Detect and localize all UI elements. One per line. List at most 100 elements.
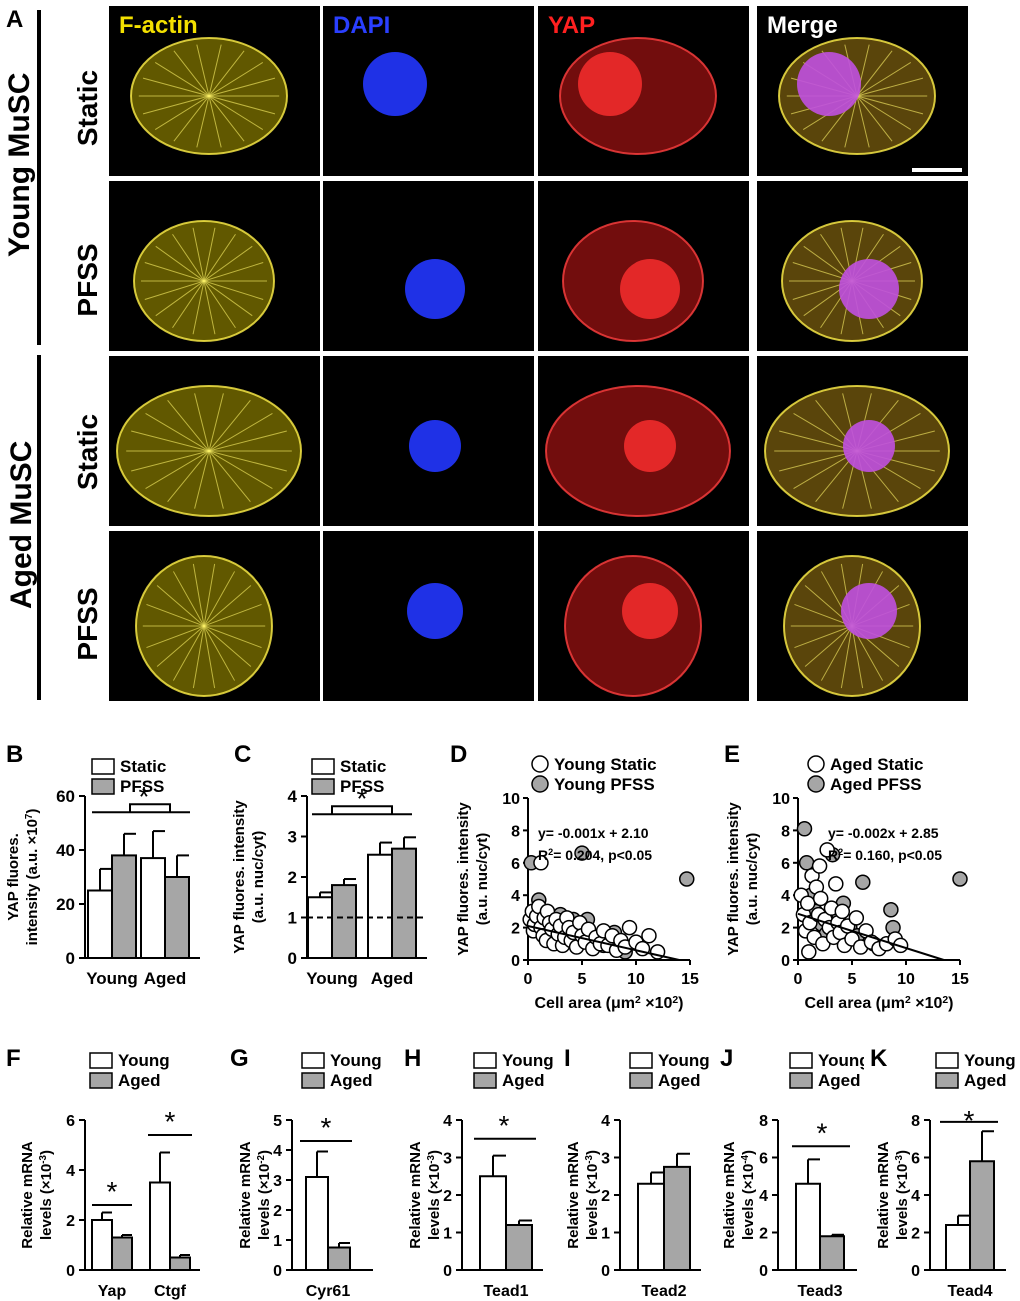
x-tick-label: 15 bbox=[681, 971, 699, 988]
x-axis-label-part: 2 bbox=[905, 995, 911, 1006]
legend-swatch bbox=[473, 1072, 497, 1089]
micrograph-canvas bbox=[562, 220, 704, 342]
cell-outline bbox=[559, 37, 717, 155]
scatter-point-aged-static bbox=[819, 842, 835, 858]
legend-label: Young bbox=[818, 1051, 864, 1070]
x-axis-label-part: μm bbox=[611, 995, 635, 1012]
micrograph-canvas bbox=[559, 37, 717, 155]
panel-letter-k: K bbox=[870, 1045, 888, 1072]
scatter-point-aged-static bbox=[811, 858, 828, 874]
y-axis-label: YAP fluores. intensity bbox=[725, 802, 742, 956]
x-tick-label: 15 bbox=[951, 971, 969, 988]
category-label: Young bbox=[306, 969, 358, 988]
panel-letter-h: H bbox=[404, 1045, 421, 1072]
legend-marker bbox=[807, 775, 825, 793]
y-axis-label-part: ) bbox=[584, 1150, 601, 1155]
y-tick-label: 10 bbox=[502, 791, 520, 808]
scatter-point-aged-static bbox=[828, 876, 844, 892]
legend-label: Aged bbox=[330, 1071, 373, 1090]
y-tick-label: 8 bbox=[759, 1113, 768, 1130]
panel-letter-i: I bbox=[564, 1045, 571, 1072]
y-tick-label: 0 bbox=[511, 953, 520, 970]
micrograph-canvas bbox=[778, 37, 962, 172]
legend-label: Aged bbox=[818, 1071, 861, 1090]
panel-letter-c: C bbox=[234, 741, 251, 768]
fit-equation: y= -0.002x + 2.85 bbox=[828, 825, 939, 841]
y-tick-label: 0 bbox=[273, 1263, 282, 1280]
x-tick-label: 0 bbox=[524, 971, 533, 988]
y-axis-label-part: levels (×10 bbox=[584, 1164, 601, 1240]
column-title-factin: F-actin bbox=[119, 12, 198, 39]
legend-swatch bbox=[789, 1072, 813, 1089]
cell-outline bbox=[783, 555, 921, 697]
scatter-point-young-pfss bbox=[679, 871, 695, 887]
y-tick-label: 0 bbox=[601, 1263, 610, 1280]
y-tick-label: 6 bbox=[759, 1151, 768, 1168]
y-axis-label: levels (×10-3) bbox=[38, 1150, 56, 1240]
y-axis-label: levels (×10-3) bbox=[426, 1150, 444, 1240]
fit-r-squared: R2= 0.160, p<0.05 bbox=[828, 847, 942, 863]
micrograph-canvas bbox=[116, 385, 302, 517]
legend-swatch bbox=[311, 778, 335, 795]
nucleus-shape bbox=[620, 259, 680, 319]
actin-fiber bbox=[142, 77, 276, 115]
category-label: Aged bbox=[371, 969, 414, 988]
micrograph-canvas bbox=[764, 385, 950, 517]
micrograph-canvas bbox=[405, 259, 465, 319]
legend-label: Aged Static bbox=[830, 755, 924, 774]
y-tick-label: 4 bbox=[511, 888, 520, 905]
scatter-point-aged-pfss bbox=[855, 874, 871, 890]
significance-star: * bbox=[107, 1176, 118, 1207]
panel-letter-j: J bbox=[720, 1045, 733, 1072]
significance-star: * bbox=[165, 1106, 176, 1137]
fit-r-squared-part: 2 bbox=[548, 847, 553, 857]
y-axis-label: Relative mRNA bbox=[19, 1141, 36, 1249]
significance-star: * bbox=[357, 783, 368, 814]
nucleus-shape bbox=[363, 52, 427, 116]
nucleus-shape bbox=[622, 583, 678, 639]
nucleus-shape bbox=[578, 52, 642, 116]
y-axis-label: YAP fluores. intensity bbox=[455, 802, 472, 956]
y-axis-label-part: levels (×10 bbox=[38, 1164, 55, 1240]
y-tick-label: 10 bbox=[772, 791, 790, 808]
cell-outline bbox=[562, 220, 704, 342]
y-tick-label: 4 bbox=[601, 1113, 610, 1130]
cell-outline bbox=[564, 555, 702, 697]
legend-label: Aged bbox=[502, 1071, 545, 1090]
fit-equation: y= -0.001x + 2.10 bbox=[538, 825, 649, 841]
cell-outline bbox=[135, 555, 273, 697]
legend-swatch bbox=[935, 1052, 959, 1069]
micrograph-young-pfss-dapi bbox=[323, 181, 534, 351]
nucleus-shape bbox=[843, 420, 895, 472]
nucleus-shape bbox=[797, 52, 861, 116]
bar-aged bbox=[819, 1235, 845, 1271]
y-tick-label: 2 bbox=[288, 868, 297, 887]
micrograph-young-pfss-factin bbox=[109, 181, 320, 351]
significance-star: * bbox=[817, 1117, 828, 1148]
y-axis-label-part: -2 bbox=[256, 1154, 267, 1163]
scatter-point-aged-static bbox=[834, 903, 851, 920]
micrograph-canvas bbox=[564, 555, 702, 697]
micrograph-aged-pfss-factin bbox=[109, 531, 320, 701]
significance-star: * bbox=[499, 1110, 510, 1141]
significance-star: * bbox=[321, 1112, 332, 1143]
y-axis-label: Relative mRNA bbox=[237, 1141, 254, 1249]
nucleus-shape bbox=[839, 259, 899, 319]
bar-static bbox=[87, 889, 113, 959]
column-title-yap: YAP bbox=[548, 12, 596, 39]
group-bar-young bbox=[37, 10, 41, 345]
significance-star: * bbox=[139, 781, 150, 812]
legend-label: Young PFSS bbox=[554, 775, 655, 794]
legend-swatch bbox=[301, 1072, 325, 1089]
y-tick-label: 20 bbox=[56, 895, 75, 914]
micrograph-aged-pfss-merge bbox=[757, 531, 968, 701]
legend-marker bbox=[531, 775, 549, 793]
legend-label: Young bbox=[658, 1051, 710, 1070]
y-tick-label: 2 bbox=[911, 1226, 920, 1243]
y-tick-label: 4 bbox=[288, 787, 298, 806]
fit-r-squared: R2= 0.204, p<0.05 bbox=[538, 847, 652, 863]
bar-static bbox=[140, 857, 166, 960]
x-tick-label: 10 bbox=[627, 971, 645, 988]
